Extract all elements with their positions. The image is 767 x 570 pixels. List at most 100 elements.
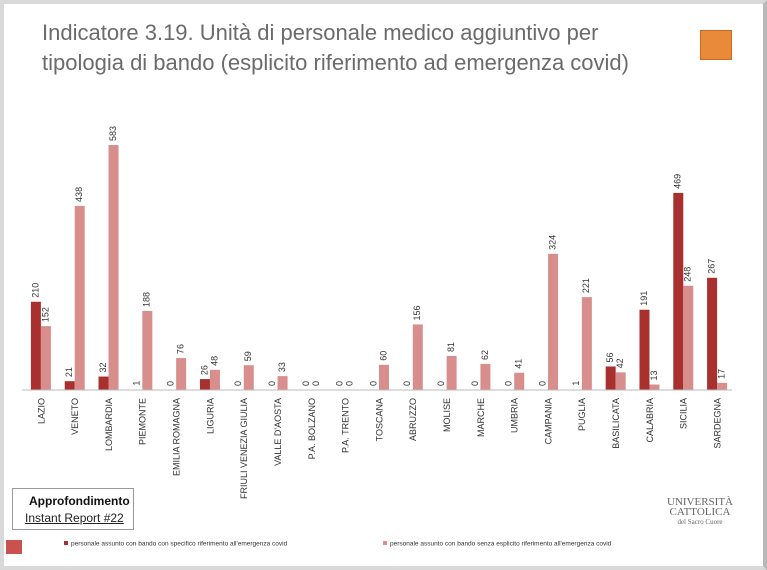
logo-line: CATTOLICA [669,506,731,518]
bar [243,365,254,390]
data-label: 21 [64,367,74,377]
data-label: 56 [605,352,615,362]
legend-swatch [383,541,387,545]
data-label: 0 [233,381,243,386]
x-tick-label: VENETO [70,398,80,435]
x-tick-label: MARCHE [476,398,486,437]
x-tick-label: TOSCANA [374,398,384,441]
bar [379,364,389,390]
data-label: 0 [470,381,480,386]
bar [683,285,694,390]
data-label: 0 [537,381,547,386]
x-tick-label: LIGURIA [205,398,215,434]
link-box[interactable]: Approfondimento Instant Report #22 [12,488,134,530]
data-label: 1 [132,381,142,386]
x-tick-label: P.A. TRENTO [341,398,351,453]
bar [74,205,85,390]
bar [605,366,616,390]
data-label: 156 [412,305,422,320]
legend-swatch [64,541,68,545]
box-link[interactable]: Instant Report #22 [25,511,124,525]
bar [30,301,41,390]
data-label: 0 [335,381,345,386]
data-label: 248 [683,267,693,282]
data-label: 42 [615,358,625,368]
data-label: 191 [639,291,649,306]
bar [199,379,210,390]
data-label: 0 [436,381,446,386]
chart-title: Indicatore 3.19. Unità di personale medi… [42,20,629,75]
bar [108,145,119,390]
data-label: 152 [40,307,50,322]
bar [581,297,592,390]
x-tick-label: EMILIA ROMAGNA [172,398,182,476]
data-label: 60 [378,351,388,361]
bar [98,376,109,390]
x-tick-label: PIEMONTE [138,398,148,445]
bar [64,381,75,390]
corner-icon [6,540,22,554]
x-tick-label: UMBRIA [510,398,520,433]
data-label: 59 [243,351,253,361]
data-label: 0 [166,381,176,386]
x-tick-label: SICILIA [679,398,689,429]
logo-icon [700,30,732,60]
data-label: 81 [446,342,456,352]
bar [142,310,153,390]
data-label: 1 [571,381,581,386]
data-label: 0 [301,381,311,386]
data-label: 0 [267,381,277,386]
x-tick-label: CALABRIA [645,398,655,443]
bar [446,355,457,390]
bar [480,363,491,390]
data-label: 26 [199,365,209,375]
bar [639,309,650,390]
x-tick-label: VALLE D'AOSTA [273,398,283,466]
bar [40,326,51,390]
data-label: 469 [673,174,683,189]
data-label: 221 [581,278,591,293]
legend-label: personale assunto con bando senza esplic… [390,541,612,548]
data-label: 0 [345,381,355,386]
data-label: 0 [311,381,321,386]
data-label: 438 [74,187,84,202]
data-label: 267 [706,259,716,274]
x-tick-label: SARDEGNA [712,398,722,449]
data-label: 17 [716,369,726,379]
logo-line: del Sacro Cuore [677,518,723,526]
bar [514,372,525,390]
bar [615,372,626,390]
data-label: 48 [209,356,219,366]
data-label: 0 [368,381,378,386]
data-label: 324 [547,235,557,250]
bar [412,324,423,390]
university-logo: UNIVERSITÀ CATTOLICA del Sacro Cuore [660,497,740,527]
data-label: 76 [176,344,186,354]
data-label: 0 [402,381,412,386]
data-label: 62 [480,350,490,360]
x-tick-label: BASILICATA [611,398,621,449]
bar [707,277,718,390]
bar [277,376,288,390]
bar [176,358,187,390]
x-tick-label: PUGLIA [577,398,587,431]
logo-line: UNIVERSITÀ [667,496,733,508]
x-tick-label: LAZIO [36,398,46,424]
bar [717,382,728,390]
box-title: Approfondimento [29,494,130,508]
data-label: 41 [514,359,524,369]
data-label: 0 [504,381,514,386]
legend-label: personale assunto con bando con specific… [71,541,288,548]
bar [649,384,660,390]
data-label: 583 [108,126,118,141]
x-tick-label: MOLISE [442,398,452,432]
x-tick-label: LOMBARDIA [104,398,114,451]
x-tick-label: ABRUZZO [408,398,418,441]
data-label: 210 [30,283,40,298]
bar [673,192,684,390]
x-tick-label: P.A. BOLZANO [307,398,317,459]
data-label: 33 [277,362,287,372]
